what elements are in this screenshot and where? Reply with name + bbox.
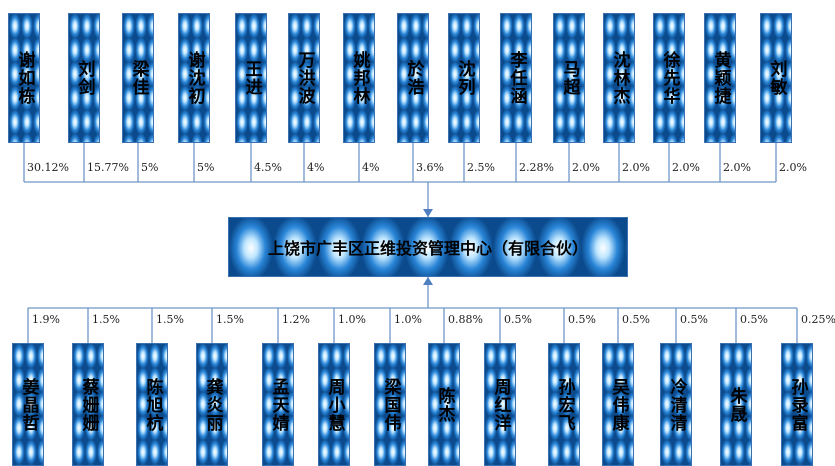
shareholder-box-bottom: 陈旭杭 (136, 343, 168, 466)
shareholder-name: 孙宏飞 (554, 377, 575, 432)
shareholder-name: 王进 (241, 60, 262, 96)
shareholder-name: 李任涵 (506, 51, 527, 105)
arrow-up-to-center (423, 277, 433, 285)
shareholder-box-bottom: 陈杰 (428, 343, 460, 466)
shareholder-box-top: 王进 (235, 13, 267, 143)
shareholder-pct: 1.0% (394, 313, 422, 326)
shareholder-name: 徐先华 (659, 51, 680, 105)
shareholder-pct: 0.5% (680, 313, 708, 326)
shareholder-pct: 1.0% (338, 313, 366, 326)
shareholder-box-top: 姚邦林 (343, 13, 375, 143)
shareholder-pct: 1.5% (92, 313, 120, 326)
shareholder-box-top: 万洪波 (288, 13, 320, 143)
shareholder-pct: 3.6% (416, 161, 444, 174)
shareholder-pct: 0.5% (622, 313, 650, 326)
shareholder-box-top: 徐先华 (653, 13, 685, 143)
shareholder-pct: 4% (307, 161, 325, 174)
shareholder-name: 梁佳 (128, 60, 149, 96)
shareholder-box-top: 马超 (553, 13, 585, 143)
shareholder-pct: 2.0% (572, 161, 600, 174)
shareholder-pct: 2.0% (672, 161, 700, 174)
shareholder-name: 周红洋 (490, 377, 511, 432)
shareholder-name: 陈杰 (434, 386, 455, 423)
shareholder-box-top: 刘剑 (68, 13, 100, 143)
shareholder-name: 谢沈初 (184, 51, 205, 105)
shareholder-pct: 1.5% (156, 313, 184, 326)
shareholder-box-top: 於浩 (397, 13, 429, 143)
shareholder-pct: 0.25% (801, 313, 835, 326)
center-entity-box: 上饶市广丰区正维投资管理中心（有限合伙） (228, 217, 628, 277)
shareholder-pct: 1.9% (32, 313, 60, 326)
shareholder-name: 於浩 (403, 60, 424, 96)
shareholder-pct: 0.5% (504, 313, 532, 326)
shareholder-box-bottom: 孟天婧 (262, 343, 294, 466)
shareholder-box-bottom: 姜晶哲 (12, 343, 44, 466)
shareholder-box-bottom: 朱晟 (720, 343, 752, 466)
shareholder-name: 冷清清 (666, 377, 687, 432)
shareholder-pct: 2.0% (723, 161, 751, 174)
shareholder-pct: 15.77% (87, 161, 129, 174)
shareholder-pct: 0.5% (568, 313, 596, 326)
shareholder-box-bottom: 孙宏飞 (548, 343, 580, 466)
shareholder-name: 沈林杰 (609, 51, 630, 105)
shareholder-pct: 4% (362, 161, 380, 174)
shareholder-box-top: 黄颖捷 (704, 13, 736, 143)
shareholder-name: 龚炎丽 (202, 377, 223, 432)
shareholder-name: 万洪波 (294, 51, 315, 105)
shareholder-box-bottom: 周红洋 (484, 343, 516, 466)
shareholder-pct: 1.2% (282, 313, 310, 326)
shareholder-name: 刘敏 (766, 60, 787, 96)
shareholder-name: 沈列 (454, 60, 475, 96)
shareholder-pct: 2.0% (622, 161, 650, 174)
shareholder-pct: 5% (141, 161, 159, 174)
center-entity-label: 上饶市广丰区正维投资管理中心（有限合伙） (267, 239, 588, 258)
shareholder-box-bottom: 孙录富 (781, 343, 813, 466)
shareholder-pct: 0.5% (740, 313, 768, 326)
shareholder-box-top: 谢沈初 (178, 13, 210, 143)
shareholder-name: 姚邦林 (349, 51, 370, 105)
shareholder-pct: 2.0% (779, 161, 807, 174)
shareholder-name: 梁国伟 (380, 377, 401, 432)
shareholder-name: 周小慧 (324, 377, 345, 432)
shareholder-name: 吴伟康 (608, 377, 629, 432)
shareholder-box-top: 梁佳 (122, 13, 154, 143)
shareholder-name: 孙录富 (787, 377, 808, 432)
shareholder-name: 蔡姗姗 (78, 377, 99, 432)
shareholder-box-bottom: 蔡姗姗 (72, 343, 104, 466)
shareholder-box-bottom: 周小慧 (318, 343, 350, 466)
shareholder-box-bottom: 龚炎丽 (196, 343, 228, 466)
shareholder-pct: 1.5% (216, 313, 244, 326)
shareholder-box-bottom: 冷清清 (660, 343, 692, 466)
shareholder-box-bottom: 吴伟康 (602, 343, 634, 466)
shareholder-pct: 2.28% (519, 161, 554, 174)
shareholder-pct: 30.12% (27, 161, 69, 174)
arrow-down-to-center (423, 209, 433, 217)
shareholder-box-top: 沈列 (448, 13, 480, 143)
shareholder-pct: 2.5% (467, 161, 495, 174)
shareholder-box-top: 刘敏 (760, 13, 792, 143)
shareholder-box-top: 谢如栋 (8, 13, 40, 143)
shareholder-box-top: 李任涵 (500, 13, 532, 143)
shareholder-box-bottom: 梁国伟 (374, 343, 406, 466)
shareholder-name: 朱晟 (726, 386, 747, 423)
shareholder-name: 马超 (559, 60, 580, 96)
shareholder-name: 孟天婧 (268, 377, 289, 432)
shareholder-name: 刘剑 (74, 60, 95, 96)
shareholder-pct: 5% (197, 161, 215, 174)
shareholder-name: 谢如栋 (14, 51, 35, 105)
shareholder-pct: 4.5% (254, 161, 282, 174)
shareholder-box-top: 沈林杰 (603, 13, 635, 143)
shareholder-pct: 0.88% (448, 313, 483, 326)
shareholder-name: 姜晶哲 (18, 377, 39, 432)
shareholder-name: 黄颖捷 (710, 51, 731, 105)
shareholder-name: 陈旭杭 (142, 377, 163, 432)
